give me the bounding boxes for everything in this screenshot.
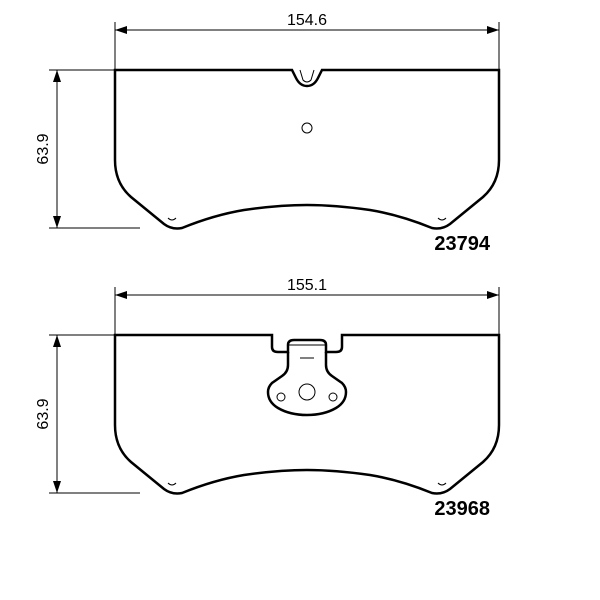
pad2-height-label: 63.9	[35, 398, 52, 429]
pad2-outline	[115, 335, 499, 494]
pad1-outline	[115, 70, 499, 229]
pad1-width-label: 154.6	[287, 12, 327, 29]
pad2-width-dimension: 155.1	[115, 277, 499, 335]
pad2-height-dimension: 63.9	[35, 335, 140, 493]
pad2-width-label: 155.1	[287, 277, 327, 294]
technical-drawing: 154.6 63.9 23794 155.1	[0, 0, 600, 600]
pad1-height-dimension: 63.9	[35, 70, 140, 228]
pad1-part-number: 23794	[434, 233, 490, 255]
pad2-part-number: 23968	[434, 498, 490, 520]
pad1-width-dimension: 154.6	[115, 12, 499, 70]
pad1-height-label: 63.9	[35, 133, 52, 164]
